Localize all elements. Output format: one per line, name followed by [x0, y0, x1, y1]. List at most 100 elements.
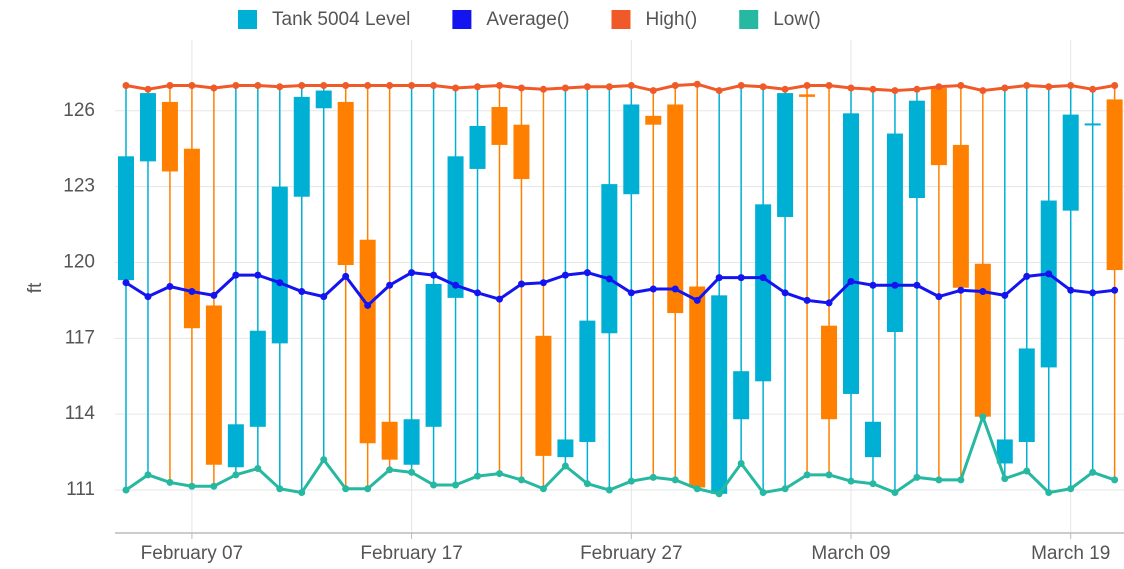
series-point	[1023, 467, 1031, 475]
series-point	[188, 82, 196, 90]
series-point	[122, 82, 130, 90]
y-tick-label: 126	[63, 100, 95, 121]
candle-body	[733, 371, 750, 420]
y-tick-label: 123	[63, 176, 95, 197]
series-point	[495, 82, 503, 90]
candle-body	[908, 100, 925, 199]
series-point	[1067, 82, 1075, 90]
series-point	[539, 85, 547, 93]
series-point	[408, 82, 416, 90]
series-point	[386, 281, 394, 289]
legend-swatch	[238, 10, 257, 29]
series-point	[935, 293, 943, 301]
candle-body	[799, 94, 816, 97]
series-point	[825, 471, 833, 479]
y-tick-label: 117	[65, 327, 95, 348]
series-point	[254, 465, 262, 473]
series-point	[561, 462, 569, 470]
series-point	[474, 83, 482, 91]
series-point	[232, 271, 240, 279]
series-line	[125, 415, 1116, 496]
y-tick-label: 114	[65, 403, 96, 424]
series-point	[737, 459, 745, 467]
legend-label: High()	[645, 9, 697, 30]
series-point	[452, 281, 460, 289]
series-point	[1023, 272, 1031, 280]
series-line	[125, 82, 1115, 93]
candle-body	[843, 113, 860, 394]
series-point	[188, 482, 196, 490]
candle-body	[403, 419, 420, 465]
series-point	[605, 83, 613, 91]
series-point	[671, 285, 679, 293]
candle-body	[930, 88, 947, 166]
series-point	[166, 82, 174, 90]
series-point	[342, 485, 350, 493]
series-point	[891, 87, 899, 95]
series-point	[627, 477, 635, 485]
candle-body	[886, 133, 903, 333]
series-point	[1001, 84, 1009, 92]
series-point	[364, 301, 372, 309]
series-point	[869, 281, 877, 289]
series-point	[452, 84, 460, 92]
series-point	[1067, 286, 1075, 294]
candle-body	[952, 144, 969, 288]
candle-body	[271, 186, 288, 344]
legend-swatch	[739, 10, 759, 29]
series-point	[408, 269, 416, 277]
series-point	[298, 82, 306, 90]
series-point	[803, 82, 811, 90]
series-point	[254, 271, 262, 279]
series-point	[1089, 468, 1097, 476]
series-point	[320, 293, 328, 301]
x-tick-label: March 09	[811, 543, 890, 564]
series-point	[452, 481, 460, 489]
candle-body	[821, 325, 838, 420]
series-point	[1045, 83, 1053, 91]
series-point	[781, 485, 789, 493]
series-point	[649, 87, 657, 95]
series-point	[1045, 489, 1053, 497]
series-point	[276, 83, 284, 91]
series-point	[342, 272, 350, 280]
series-point	[144, 85, 152, 93]
series-point	[1045, 270, 1053, 278]
series-point	[1089, 289, 1097, 297]
series-point	[188, 288, 196, 296]
series-point	[1001, 291, 1009, 299]
series-point	[364, 485, 372, 493]
series-point	[210, 482, 218, 490]
candle-body	[161, 101, 178, 172]
series-point	[276, 485, 284, 493]
legend-label: Low()	[773, 9, 821, 30]
series-point	[715, 87, 723, 95]
series-point	[869, 85, 877, 93]
candle-body	[315, 90, 332, 109]
legend-label: Tank 5004 Level	[272, 9, 410, 30]
candle-body	[557, 439, 574, 458]
series-point	[737, 82, 745, 90]
series-point	[276, 279, 284, 287]
candle-body	[864, 421, 881, 458]
x-tick-label: February 27	[580, 543, 682, 564]
candle-body	[711, 295, 728, 494]
candle-body	[996, 439, 1013, 464]
candle-body	[667, 104, 684, 314]
series-point	[693, 485, 701, 493]
series-point	[495, 470, 503, 478]
candle-body	[381, 421, 398, 460]
series-point	[649, 473, 657, 481]
series-point	[517, 476, 525, 484]
series-point	[913, 281, 921, 289]
series-point	[342, 82, 350, 90]
candle-body	[645, 115, 662, 125]
series-point	[671, 82, 679, 90]
candle-body	[447, 156, 464, 298]
series-point	[1067, 485, 1075, 493]
series-point	[539, 485, 547, 493]
series-point	[891, 489, 899, 497]
series-point	[474, 472, 482, 480]
candle-body	[249, 330, 266, 427]
